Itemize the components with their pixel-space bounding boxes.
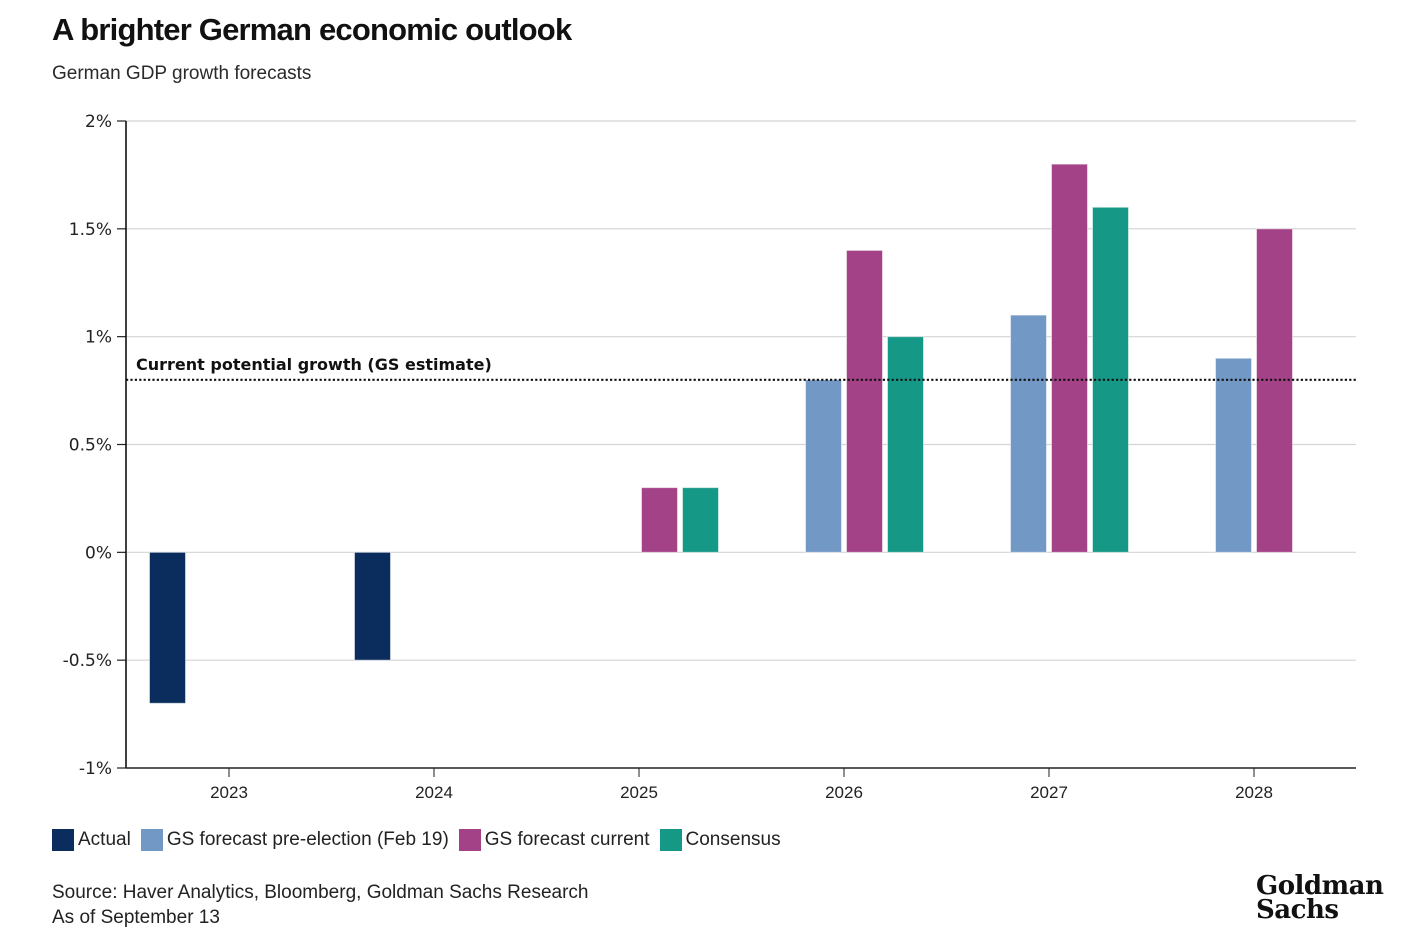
bar-gs-forecast-pre-election-feb-19--2028: [1215, 357, 1252, 553]
y-tick-label: 2%: [85, 112, 112, 132]
axes: 2% 1.5% 1% 0.5% 0% -0.5% -1% 2023 2024 2025 2026 20…: [63, 112, 1356, 802]
goldman-sachs-logo: Goldman Sachs: [1256, 871, 1384, 925]
y-tick-label: -1%: [79, 759, 112, 779]
as-of-date: As of September 13: [52, 907, 220, 928]
bars: [149, 163, 1293, 704]
y-tick-label: 1%: [85, 328, 112, 348]
legend-swatch: [52, 829, 74, 851]
bar-gs-forecast-current-2026: [846, 249, 883, 553]
bar-gs-forecast-current-2025: [641, 487, 678, 553]
bar-consensus-2026: [887, 336, 924, 553]
x-tick-label: 2026: [825, 783, 863, 802]
x-tick-label: 2025: [620, 783, 658, 802]
legend-swatch: [458, 829, 481, 851]
x-tick-label: 2024: [415, 783, 453, 802]
logo-line-1: Goldman: [1256, 871, 1384, 901]
source-text: Source: Haver Analytics, Bloomberg, Gold…: [52, 882, 589, 903]
bar-gs-forecast-current-2028: [1256, 228, 1293, 553]
legend-label: Actual: [78, 829, 131, 850]
logo-line-2: Sachs: [1256, 895, 1339, 925]
x-tick-label: 2028: [1235, 783, 1273, 802]
bar-actual-2024: [354, 551, 391, 661]
legend-item-actual: Actual: [52, 829, 131, 851]
legend-label: Consensus: [685, 829, 781, 850]
reference-line-label: Current potential growth (GS estimate): [136, 355, 492, 374]
legend-label: GS forecast pre-election (Feb 19): [166, 829, 449, 850]
reference-line-group: Current potential growth (GS estimate): [126, 355, 1356, 381]
y-tick-label: -0.5%: [63, 651, 112, 671]
bar-consensus-2025: [682, 487, 719, 553]
bar-gs-forecast-current-2027: [1051, 163, 1088, 553]
bar-actual-2023: [149, 551, 186, 704]
chart-subtitle: German GDP growth forecasts: [52, 63, 312, 84]
legend-item-gs-pre-election: GS forecast pre-election (Feb 19): [140, 829, 449, 851]
chart-title: A brighter German economic outlook: [52, 12, 572, 47]
gridlines: [126, 120, 1356, 661]
source-note: Source: Haver Analytics, Bloomberg, Gold…: [52, 880, 588, 930]
bar-gs-forecast-pre-election-feb-19--2026: [805, 379, 842, 553]
y-tick-label: 0.5%: [69, 436, 112, 456]
y-tick-label: 0%: [85, 543, 112, 563]
x-tick-label: 2027: [1030, 783, 1068, 802]
legend-swatch: [140, 829, 163, 851]
bar-gs-forecast-pre-election-feb-19--2027: [1010, 314, 1047, 553]
legend-label: GS forecast current: [484, 829, 650, 850]
bar-consensus-2027: [1092, 206, 1129, 553]
y-tick-label: 1.5%: [69, 220, 112, 240]
legend-swatch: [659, 829, 682, 851]
legend: Actual GS forecast pre-election (Feb 19)…: [52, 829, 791, 851]
x-tick-label: 2023: [210, 783, 248, 802]
legend-item-consensus: Consensus: [659, 829, 781, 851]
legend-item-gs-current: GS forecast current: [458, 829, 650, 851]
